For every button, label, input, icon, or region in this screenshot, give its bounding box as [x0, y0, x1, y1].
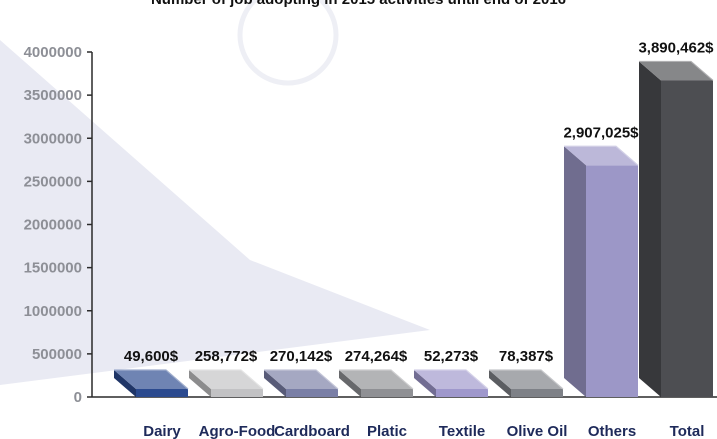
- bar-front-face: [586, 165, 638, 397]
- bar-side-face: [639, 61, 661, 397]
- bar-side-face: [489, 370, 511, 397]
- data-label: 49,600$: [124, 348, 179, 365]
- data-label: 270,142$: [270, 348, 333, 365]
- bar-edge-highlight: [414, 369, 489, 390]
- bar-top-face: [339, 370, 413, 389]
- bar-edge-highlight: [489, 369, 564, 390]
- x-tick-label: Total: [670, 423, 705, 439]
- x-tick-label: Textile: [439, 423, 485, 439]
- bar-top-face: [414, 370, 488, 389]
- x-tick-label: Olive Oil: [507, 423, 568, 439]
- bar-edge-highlight: [114, 369, 189, 390]
- y-tick-label: 2000000: [24, 217, 82, 234]
- bar-front-face: [211, 389, 263, 397]
- bar-edge-highlight: [564, 145, 639, 166]
- data-label: 274,264$: [345, 348, 408, 365]
- y-tick-label: 500000: [32, 346, 82, 363]
- x-tick-label: Others: [588, 423, 636, 439]
- bar-front-face: [511, 389, 563, 397]
- bar-top-face: [564, 146, 638, 166]
- data-label: 2,907,025$: [563, 124, 639, 141]
- y-tick-label: 1500000: [24, 260, 82, 277]
- y-tick-label: 3000000: [24, 130, 82, 147]
- chart-title: Number of job adopting in 2015 activitie…: [0, 0, 717, 8]
- bar-edge-highlight: [189, 369, 264, 390]
- y-tick-label: 1000000: [24, 303, 82, 320]
- bar-top-face: [189, 370, 263, 389]
- bar-top-face: [489, 370, 563, 389]
- bar-side-face: [564, 146, 586, 397]
- y-tick-label: 2500000: [24, 173, 82, 190]
- bar-front-face: [361, 389, 413, 397]
- bar-top-face: [264, 370, 338, 389]
- data-label: 258,772$: [195, 348, 258, 365]
- data-label: 3,890,462$: [638, 39, 714, 56]
- bar-top-face: [639, 61, 713, 81]
- bar-side-face: [339, 370, 361, 397]
- bar-side-face: [414, 370, 436, 397]
- bar-front-face: [661, 80, 713, 397]
- data-label: 52,273$: [424, 348, 479, 365]
- bar-edge-highlight: [264, 369, 339, 390]
- data-label: 78,387$: [499, 348, 554, 365]
- x-tick-label: Platic: [367, 423, 407, 439]
- x-tick-label: Cardboard: [274, 423, 350, 439]
- y-tick-label: 0: [74, 389, 82, 406]
- bar-side-face: [114, 370, 136, 397]
- bar-front-face: [286, 389, 338, 397]
- y-tick-label: 3500000: [24, 87, 82, 104]
- x-tick-label: Agro-Food: [199, 423, 276, 439]
- bar-front-face: [136, 389, 188, 397]
- bar-side-face: [264, 370, 286, 397]
- x-tick-label: Dairy: [143, 423, 181, 439]
- bar-front-face: [436, 389, 488, 397]
- bar-top-face: [114, 370, 188, 389]
- y-tick-label: 4000000: [24, 44, 82, 61]
- bar-side-face: [189, 370, 211, 397]
- bar-edge-highlight: [339, 369, 414, 390]
- bar-edge-highlight: [639, 60, 714, 81]
